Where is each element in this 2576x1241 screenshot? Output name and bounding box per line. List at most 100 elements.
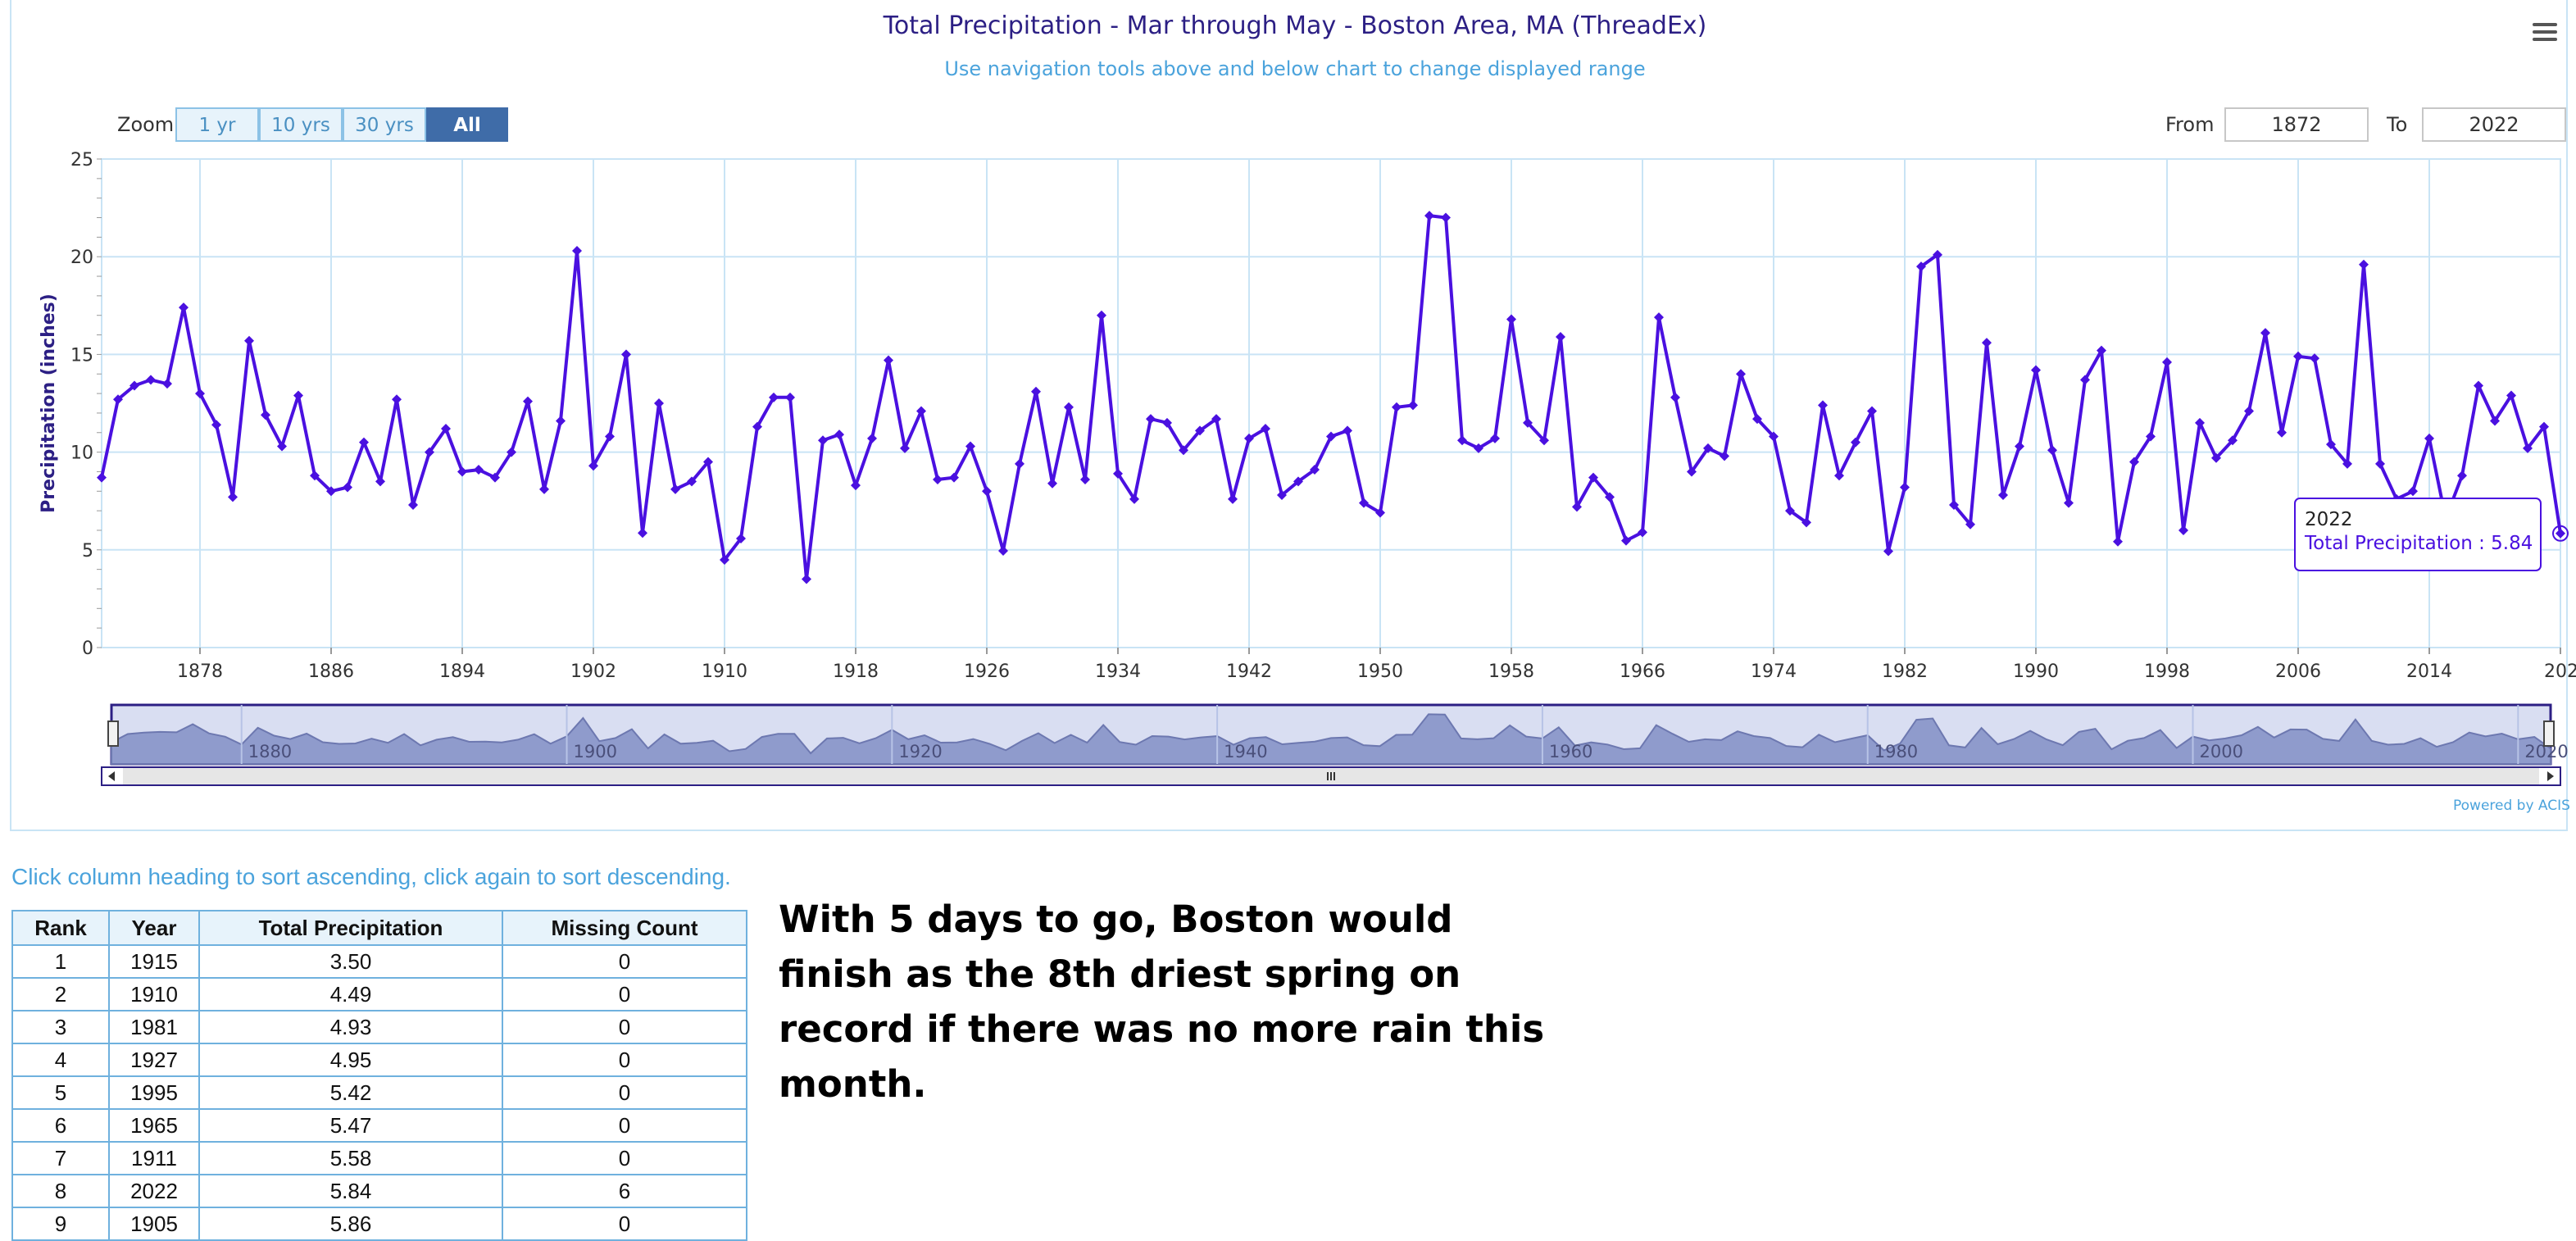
navigator[interactable]: 1880 1900 1920 1940 1960 1980 2000 2020 bbox=[101, 703, 2569, 786]
data-point bbox=[1047, 478, 1057, 489]
year-cell: 1965 bbox=[108, 1108, 200, 1143]
data-point bbox=[1670, 392, 1680, 402]
data-point bbox=[1343, 425, 1352, 436]
col-missing-count-header[interactable]: Missing Count bbox=[502, 910, 747, 946]
data-point bbox=[1752, 414, 1762, 425]
from-year-input[interactable] bbox=[2224, 107, 2369, 142]
hamburger-menu-icon[interactable] bbox=[2533, 23, 2557, 44]
x-tick-label: 1974 bbox=[1751, 661, 1797, 682]
data-point bbox=[293, 390, 303, 401]
tooltip: 2022 Total Precipitation : 5.84 bbox=[2294, 498, 2542, 571]
missing-count-cell: 6 bbox=[502, 1174, 747, 1208]
zoom-30yrs-button[interactable]: 30 yrs bbox=[343, 107, 426, 142]
data-point bbox=[408, 499, 418, 510]
data-point bbox=[2228, 435, 2238, 446]
navigator-handle-right[interactable] bbox=[2543, 721, 2555, 747]
data-point bbox=[588, 461, 598, 471]
y-tick-label: 25 bbox=[70, 150, 93, 170]
data-point bbox=[2342, 458, 2352, 469]
data-point bbox=[1031, 386, 1041, 397]
data-point bbox=[1638, 527, 1647, 538]
precipitation-cell: 5.42 bbox=[198, 1075, 503, 1110]
to-label: To bbox=[2386, 113, 2407, 136]
data-point bbox=[867, 433, 877, 443]
data-point bbox=[720, 554, 729, 565]
data-point bbox=[179, 302, 189, 313]
data-point bbox=[1621, 535, 1631, 546]
data-point bbox=[1129, 493, 1139, 504]
data-point bbox=[1162, 417, 1172, 428]
table-row: 8 2022 5.84 6 bbox=[11, 1174, 747, 1208]
x-tick-label: 1894 bbox=[439, 661, 485, 682]
data-point bbox=[556, 416, 566, 426]
year-cell: 2022 bbox=[108, 1174, 200, 1208]
rank-cell: 7 bbox=[11, 1141, 110, 1175]
data-point bbox=[1392, 402, 1402, 412]
data-point bbox=[638, 528, 647, 539]
data-point bbox=[1457, 435, 1467, 446]
data-point bbox=[2474, 380, 2483, 391]
chart-subtitle: Use navigation tools above and below cha… bbox=[944, 57, 1645, 80]
data-point bbox=[1834, 470, 1844, 481]
data-point bbox=[1195, 425, 1205, 436]
data-point bbox=[2490, 416, 2500, 426]
data-point bbox=[1687, 466, 1697, 477]
navigator-handle-left[interactable] bbox=[107, 721, 119, 747]
data-point bbox=[1326, 431, 1336, 442]
navigator-tick-label: 1940 bbox=[1224, 742, 1267, 761]
data-point bbox=[1474, 443, 1483, 453]
data-point bbox=[539, 484, 549, 494]
table-row: 1 1915 3.50 0 bbox=[11, 944, 747, 979]
scrollbar-grip-icon[interactable] bbox=[1327, 772, 1335, 780]
data-point bbox=[523, 396, 533, 407]
x-tick-label: 1982 bbox=[1882, 661, 1928, 682]
powered-by-credit[interactable]: Powered by ACIS bbox=[2453, 798, 2570, 814]
y-tick-label: 15 bbox=[70, 345, 93, 366]
data-point bbox=[1916, 261, 1926, 272]
precipitation-cell: 4.93 bbox=[198, 1010, 503, 1044]
tooltip-box bbox=[2294, 498, 2542, 571]
precipitation-cell: 5.86 bbox=[198, 1207, 503, 1241]
data-point bbox=[97, 472, 107, 483]
col-rank-header[interactable]: Rank bbox=[11, 910, 110, 946]
axis-layer: 0 5 10 15 20 25 1878 1886 1894 1902 1910 1918 1926 19… bbox=[70, 150, 2576, 682]
scroll-left-arrow-icon[interactable] bbox=[108, 771, 115, 781]
y-tick-label: 20 bbox=[70, 248, 93, 268]
col-total-precipitation-header[interactable]: Total Precipitation bbox=[198, 910, 503, 946]
data-point bbox=[2244, 406, 2254, 416]
scroll-right-arrow-icon[interactable] bbox=[2547, 771, 2554, 781]
x-tick-label: 1998 bbox=[2144, 661, 2190, 682]
data-point bbox=[2064, 498, 2074, 508]
data-point bbox=[1883, 546, 1893, 557]
rank-cell: 6 bbox=[11, 1108, 110, 1143]
x-tick-label: 1958 bbox=[1488, 661, 1534, 682]
precipitation-line bbox=[100, 214, 2562, 581]
data-point bbox=[113, 394, 123, 405]
data-point bbox=[359, 437, 369, 448]
year-cell: 1911 bbox=[108, 1141, 200, 1175]
zoom-1yr-button[interactable]: 1 yr bbox=[175, 107, 259, 142]
y-tick-label: 0 bbox=[82, 639, 93, 659]
to-year-input[interactable] bbox=[2422, 107, 2566, 142]
x-tick-label: 1966 bbox=[1620, 661, 1665, 682]
col-year-header[interactable]: Year bbox=[108, 910, 200, 946]
data-point bbox=[1228, 493, 1238, 504]
data-point bbox=[1375, 507, 1385, 518]
precipitation-cell: 5.58 bbox=[198, 1141, 503, 1175]
x-tick-label: 1910 bbox=[702, 661, 747, 682]
table-row: 5 1995 5.42 0 bbox=[11, 1075, 747, 1110]
data-point bbox=[326, 486, 336, 497]
data-point bbox=[1113, 468, 1123, 479]
data-point bbox=[425, 447, 434, 457]
x-tick-label: 1990 bbox=[2013, 661, 2059, 682]
x-tick-label: 2006 bbox=[2275, 661, 2321, 682]
data-point bbox=[654, 398, 664, 408]
sort-hint: Click column heading to sort ascending, … bbox=[11, 864, 731, 889]
data-point bbox=[834, 430, 844, 440]
data-point bbox=[375, 476, 385, 487]
zoom-all-button[interactable]: All bbox=[426, 107, 508, 142]
x-tick-label: 1878 bbox=[177, 661, 223, 682]
data-point bbox=[195, 389, 205, 399]
data-point bbox=[2424, 433, 2434, 443]
zoom-10yrs-button[interactable]: 10 yrs bbox=[259, 107, 343, 142]
